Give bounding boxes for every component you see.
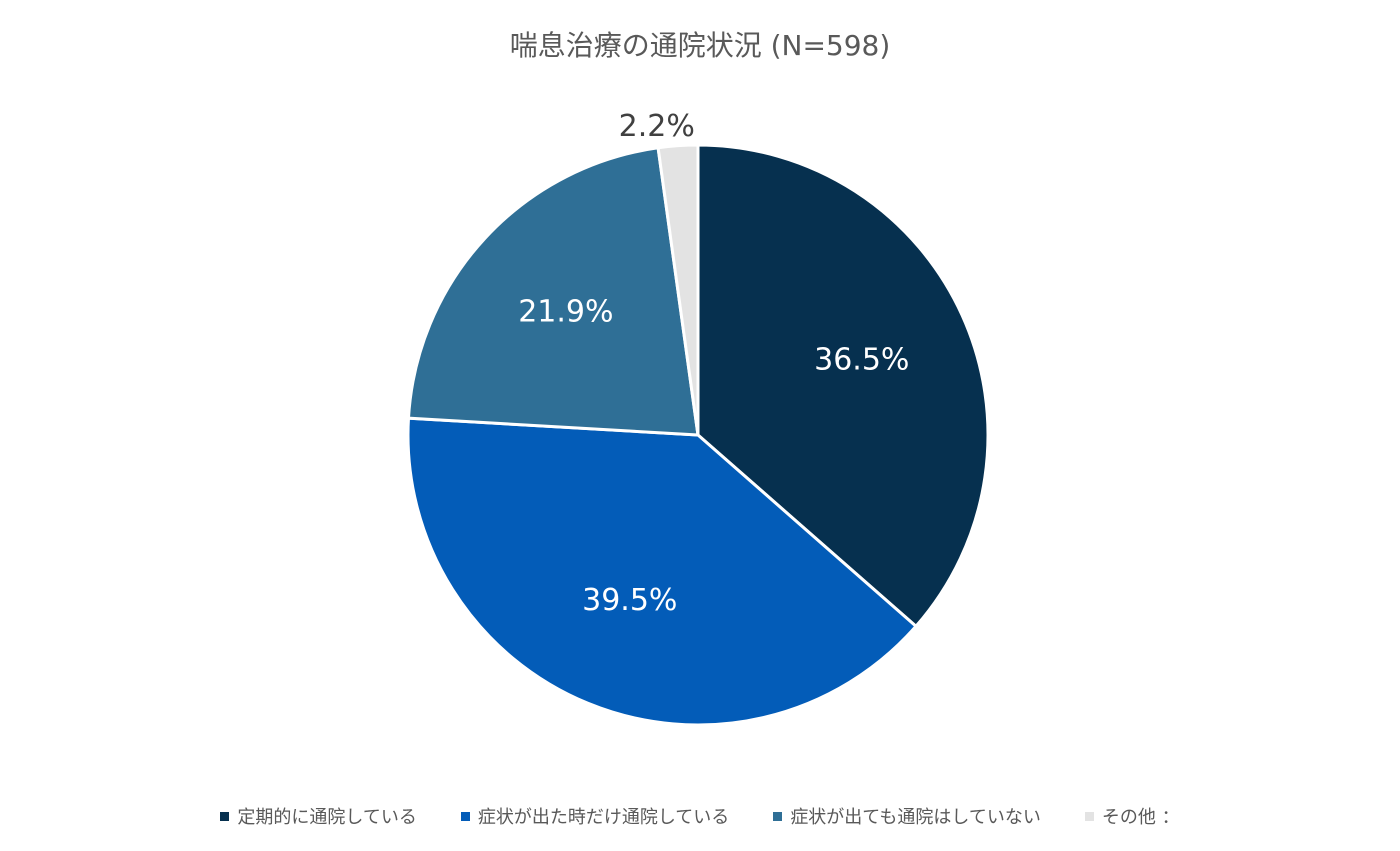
chart-title: 喘息治療の通院状況 (N=598) [510, 29, 891, 62]
legend-label: 定期的に通院している [237, 807, 417, 828]
legend-swatch [220, 811, 230, 821]
legend: 定期的に通院している 症状が出た時だけ通院している 症状が出ても通院はしていない その… [0, 803, 1400, 829]
legend-item: その他 ： [1084, 803, 1180, 829]
data-label: 36.5% [814, 342, 909, 377]
legend-item: 定期的に通院している [220, 803, 417, 829]
pie-slice [406, 416, 919, 727]
data-label: 2.2% [619, 109, 695, 144]
legend-item: 症状が出た時だけ通院している [460, 803, 730, 829]
data-label: 39.5% [582, 583, 677, 618]
pie-slice [406, 146, 700, 437]
legend-label: 症状が出た時だけ通院している [477, 807, 730, 828]
data-label: 21.9% [518, 295, 613, 330]
legend-swatch [1084, 811, 1094, 821]
legend-item: 症状が出ても通院はしていない [773, 803, 1041, 829]
pie-slice [696, 143, 990, 629]
legend-label: その他 ： [1101, 807, 1180, 828]
legend-swatch [460, 811, 470, 821]
pie-slice [656, 143, 700, 436]
legend-label: 症状が出ても通院はしていない [790, 807, 1041, 828]
legend-swatch [773, 811, 783, 821]
